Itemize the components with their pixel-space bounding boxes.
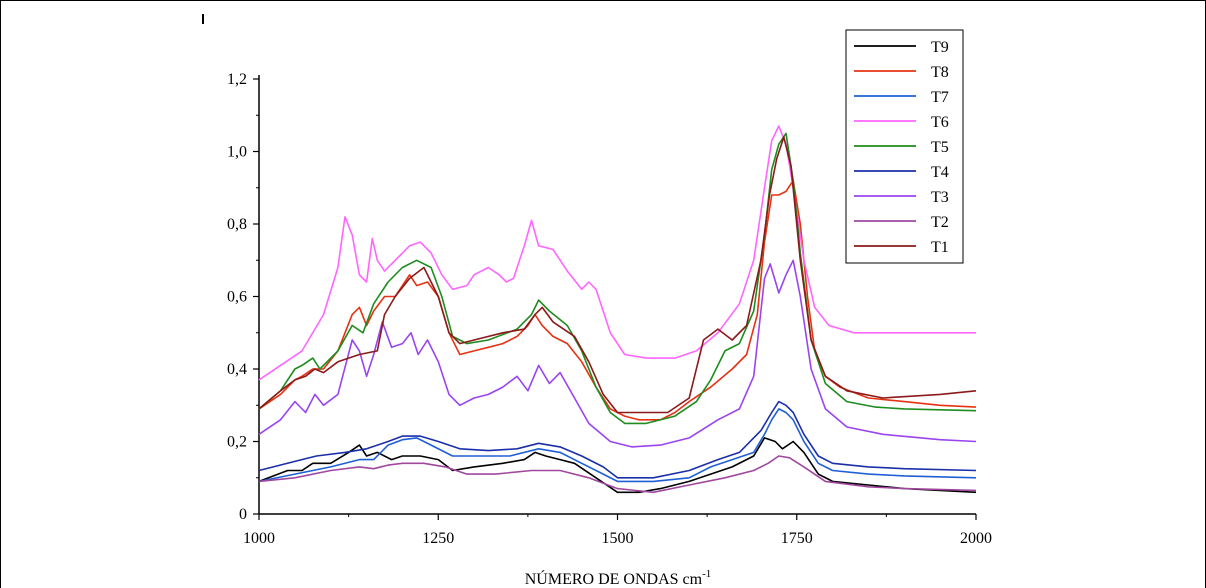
legend-label: T6 xyxy=(931,114,949,131)
legend-label: T9 xyxy=(931,39,949,56)
y-tick-label: 1,2 xyxy=(227,71,247,88)
legend: T9 T8 T7 T6 T5 T4 T3 T2 T1 xyxy=(845,29,964,264)
legend-label: T5 xyxy=(931,139,949,156)
x-tick-label: 1000 xyxy=(243,530,275,547)
y-tick-label: 0,6 xyxy=(227,289,247,306)
series-layer xyxy=(258,125,977,494)
y-tick-label: 1,0 xyxy=(227,144,247,161)
y-tick-label: 0,4 xyxy=(227,361,247,378)
legend-label: T7 xyxy=(931,89,949,106)
y-tick-label: 0,8 xyxy=(227,216,247,233)
legend-label: T1 xyxy=(931,239,949,256)
series-line-t3 xyxy=(258,259,977,448)
x-tick-label: 2000 xyxy=(960,530,992,547)
x-tick-label: 1750 xyxy=(781,530,813,547)
series-line-t5 xyxy=(258,132,977,425)
axes: 0 0,2 0,4 0,6 0,8 1,0 1,2 1000 1250 1500 1750 2000 xyxy=(227,71,992,547)
y-tick-label: 0,2 xyxy=(227,434,247,451)
y-tick-label: 0 xyxy=(239,506,247,523)
series-line-t9 xyxy=(258,437,977,494)
x-tick-label: 1250 xyxy=(422,530,454,547)
legend-label: T2 xyxy=(931,214,949,231)
legend-label: T8 xyxy=(931,64,949,81)
series-line-t2 xyxy=(258,455,977,494)
series-line-t7 xyxy=(258,408,977,483)
x-axis-title: NÚMERO DE ONDAS cm-1 xyxy=(525,568,712,588)
legend-label: T4 xyxy=(931,164,949,181)
series-line-t1 xyxy=(258,136,977,414)
legend-label: T3 xyxy=(931,189,949,206)
x-tick-label: 1500 xyxy=(602,530,634,547)
series-line-t6 xyxy=(258,125,976,381)
series-line-t4 xyxy=(258,400,977,479)
